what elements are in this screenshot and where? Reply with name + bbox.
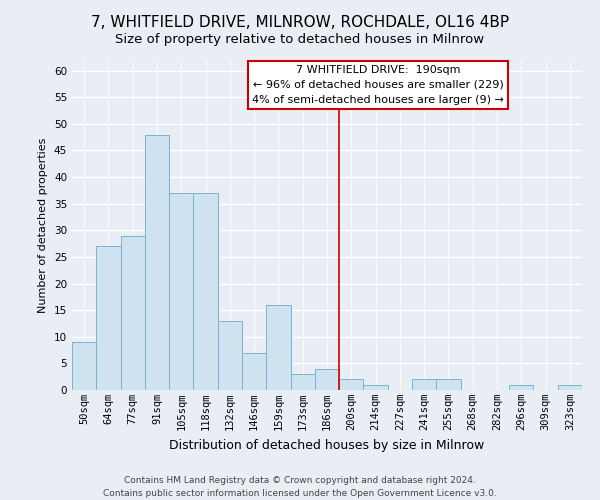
Text: Contains HM Land Registry data © Crown copyright and database right 2024.
Contai: Contains HM Land Registry data © Crown c…	[103, 476, 497, 498]
Text: 7 WHITFIELD DRIVE:  190sqm
← 96% of detached houses are smaller (229)
4% of semi: 7 WHITFIELD DRIVE: 190sqm ← 96% of detac…	[252, 65, 504, 104]
Text: 7, WHITFIELD DRIVE, MILNROW, ROCHDALE, OL16 4BP: 7, WHITFIELD DRIVE, MILNROW, ROCHDALE, O…	[91, 15, 509, 30]
Bar	[121, 236, 145, 390]
Bar	[72, 342, 96, 390]
X-axis label: Distribution of detached houses by size in Milnrow: Distribution of detached houses by size …	[169, 438, 485, 452]
Bar	[145, 134, 169, 390]
Bar	[96, 246, 121, 390]
Bar	[266, 305, 290, 390]
Bar	[436, 380, 461, 390]
Bar	[412, 380, 436, 390]
Bar	[169, 193, 193, 390]
Bar	[339, 380, 364, 390]
Bar	[290, 374, 315, 390]
Bar	[509, 384, 533, 390]
Y-axis label: Number of detached properties: Number of detached properties	[38, 138, 49, 312]
Bar	[558, 384, 582, 390]
Bar	[242, 352, 266, 390]
Text: Size of property relative to detached houses in Milnrow: Size of property relative to detached ho…	[115, 32, 485, 46]
Bar	[193, 193, 218, 390]
Bar	[218, 321, 242, 390]
Bar	[364, 384, 388, 390]
Bar	[315, 368, 339, 390]
